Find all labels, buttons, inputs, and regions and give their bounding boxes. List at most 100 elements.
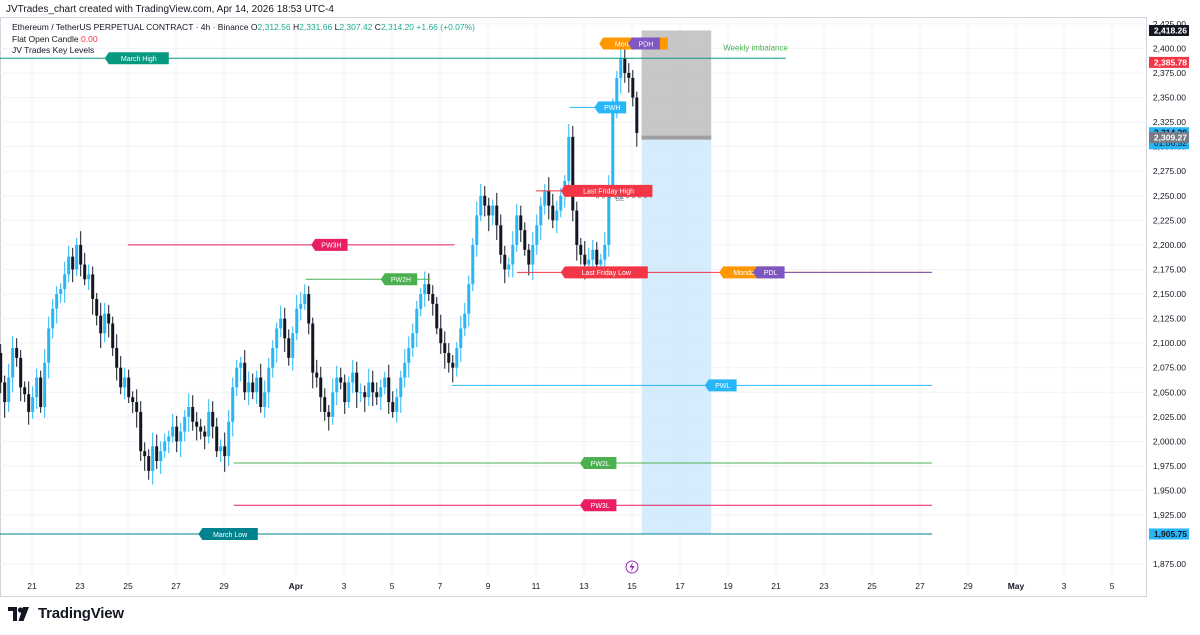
candle[interactable]: [395, 388, 399, 423]
candle[interactable]: [523, 222, 527, 256]
candle[interactable]: [379, 379, 383, 410]
level-tag-pw3l[interactable]: PW3L: [580, 499, 617, 512]
candle[interactable]: [31, 386, 35, 419]
candle[interactable]: [635, 91, 639, 147]
candle[interactable]: [263, 380, 267, 418]
candle[interactable]: [359, 383, 363, 403]
candle[interactable]: [363, 385, 367, 412]
candle[interactable]: [163, 433, 167, 459]
candle[interactable]: [603, 232, 607, 267]
candle[interactable]: [479, 184, 483, 222]
candle[interactable]: [467, 275, 471, 327]
candle[interactable]: [343, 374, 347, 414]
candle[interactable]: [491, 199, 495, 226]
candle[interactable]: [555, 200, 559, 234]
candle[interactable]: [155, 434, 159, 469]
candle[interactable]: [7, 363, 11, 412]
candle[interactable]: [451, 354, 455, 383]
candle[interactable]: [111, 316, 115, 356]
candle[interactable]: [547, 177, 551, 220]
candle[interactable]: [67, 245, 71, 283]
candle[interactable]: [559, 187, 563, 218]
candle[interactable]: [355, 361, 359, 408]
candle[interactable]: [531, 232, 535, 281]
candle[interactable]: [335, 365, 339, 406]
candle[interactable]: [23, 381, 27, 403]
candle[interactable]: [483, 185, 487, 217]
candle[interactable]: [63, 261, 67, 303]
candle[interactable]: [303, 284, 307, 310]
candle[interactable]: [83, 252, 87, 286]
candle[interactable]: [255, 370, 259, 405]
candle[interactable]: [87, 264, 91, 291]
candle[interactable]: [147, 449, 151, 480]
take-profit-zone[interactable]: [641, 137, 712, 534]
candle[interactable]: [291, 326, 295, 371]
price-axis[interactable]: 2,425.00 2,400.00 2,375.00 2,350.00 2,325.00…: [1149, 19, 1189, 569]
candle[interactable]: [151, 432, 155, 485]
candle[interactable]: [339, 367, 343, 390]
price-chart[interactable]: March High Weekly imbalance PW3H PW2H Last F…: [0, 0, 1200, 600]
candle[interactable]: [135, 389, 139, 428]
candle[interactable]: [295, 295, 299, 341]
candle[interactable]: [183, 409, 187, 442]
candle[interactable]: [415, 300, 419, 348]
level-tag-pdl[interactable]: PDL: [752, 266, 785, 279]
candle[interactable]: [411, 323, 415, 357]
candle[interactable]: [471, 238, 475, 292]
candle[interactable]: [299, 292, 303, 321]
candle[interactable]: [311, 317, 315, 389]
candle[interactable]: [119, 355, 123, 395]
candle[interactable]: [107, 304, 111, 338]
candle[interactable]: [171, 413, 175, 443]
level-tag-march-high[interactable]: March High: [104, 52, 169, 65]
candle[interactable]: [315, 359, 319, 388]
candle[interactable]: [487, 197, 491, 232]
candle[interactable]: [251, 373, 255, 400]
level-tag-pw2l[interactable]: PW2L: [580, 456, 617, 469]
candle[interactable]: [535, 214, 539, 255]
candle[interactable]: [267, 357, 271, 408]
candle[interactable]: [327, 405, 331, 431]
candle[interactable]: [495, 192, 499, 240]
level-tag-pdh[interactable]: PDH: [628, 37, 660, 50]
candle[interactable]: [167, 430, 171, 454]
candle[interactable]: [427, 273, 431, 301]
candle[interactable]: [143, 442, 147, 471]
candle[interactable]: [139, 401, 143, 462]
candle[interactable]: [275, 322, 279, 363]
candle[interactable]: [391, 391, 395, 418]
level-tag-pw2h[interactable]: PW2H: [380, 273, 418, 286]
candle[interactable]: [259, 363, 263, 413]
candle[interactable]: [127, 369, 131, 404]
candle[interactable]: [519, 205, 523, 242]
candle[interactable]: [515, 203, 519, 252]
candle[interactable]: [431, 285, 435, 316]
candle[interactable]: [279, 305, 283, 338]
candle[interactable]: [443, 331, 447, 369]
candle[interactable]: [367, 368, 371, 407]
candle[interactable]: [103, 302, 107, 343]
level-tag-march-low[interactable]: March Low: [198, 527, 258, 540]
candle[interactable]: [35, 368, 39, 409]
indicator-row-2[interactable]: JV Trades Key Levels: [12, 45, 475, 57]
candle[interactable]: [499, 214, 503, 264]
candle[interactable]: [0, 344, 3, 394]
candle[interactable]: [439, 314, 443, 354]
candle[interactable]: [227, 409, 231, 466]
candle[interactable]: [323, 388, 327, 421]
symbol-name[interactable]: Ethereum / TetherUS PERPETUAL CONTRACT ·…: [12, 22, 249, 32]
candle[interactable]: [187, 393, 191, 432]
candle[interactable]: [611, 98, 615, 192]
candle[interactable]: [191, 395, 195, 431]
candle[interactable]: [511, 231, 515, 278]
candle[interactable]: [307, 286, 311, 335]
candle[interactable]: [55, 286, 59, 324]
candle[interactable]: [211, 401, 215, 439]
candle[interactable]: [287, 329, 291, 366]
candle[interactable]: [95, 293, 99, 326]
lightning-event-icon[interactable]: [625, 560, 639, 574]
candle[interactable]: [271, 340, 275, 378]
indicator-row-1[interactable]: Flat Open Candle 0.00: [12, 34, 475, 46]
candle[interactable]: [543, 184, 547, 215]
